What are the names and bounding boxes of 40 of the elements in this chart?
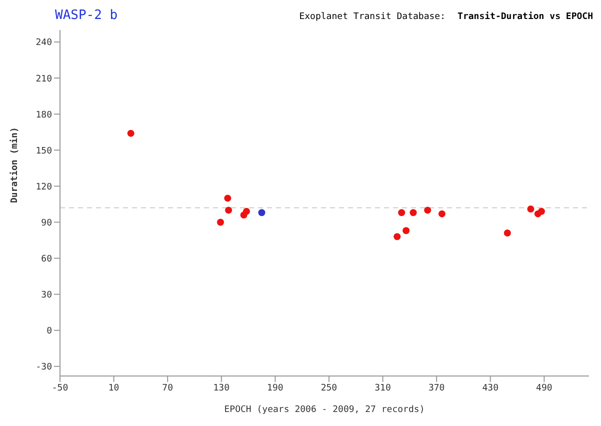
- point: [438, 210, 446, 218]
- point: [424, 206, 432, 214]
- x-tick-label: 250: [320, 383, 338, 394]
- point: [394, 233, 401, 240]
- x-tick-label: 130: [213, 383, 230, 394]
- y-tick-label: 30: [41, 290, 52, 300]
- x-tick-label: 430: [482, 383, 499, 394]
- x-tick-label: -50: [52, 383, 68, 394]
- point: [216, 218, 224, 226]
- y-tick-label: 120: [36, 182, 52, 192]
- point: [127, 130, 134, 137]
- point: [527, 206, 534, 213]
- x-tick-label: 490: [536, 383, 552, 394]
- point: [258, 209, 266, 216]
- chart-title: WASP-2 b: [55, 8, 118, 23]
- point: [402, 227, 410, 234]
- point: [225, 206, 232, 214]
- x-tick-label: 310: [374, 383, 391, 394]
- x-tick-label: 190: [267, 383, 284, 394]
- y-tick-label: 180: [36, 110, 52, 120]
- y-axis-title: Duration (min): [9, 127, 20, 203]
- y-tick-label: -30: [36, 362, 52, 373]
- point: [538, 208, 545, 215]
- x-axis-title: EPOCH (years 2006 - 2009, 27 records): [224, 405, 425, 415]
- y-tick-label: 60: [41, 254, 52, 264]
- y-tick-label: 0: [46, 326, 52, 337]
- point: [242, 208, 250, 215]
- text: Transit-Duration vs EPOCH: [458, 12, 593, 22]
- point: [504, 230, 511, 237]
- point: [410, 209, 417, 216]
- x-tick-label: 10: [108, 383, 120, 394]
- point: [224, 194, 232, 202]
- y-tick-label: 150: [36, 146, 52, 156]
- point: [398, 209, 406, 216]
- y-tick-label: 210: [36, 74, 52, 84]
- chart-subtitle: Exoplanet Transit Database:: [299, 12, 446, 22]
- y-tick-label: 240: [36, 38, 52, 48]
- x-tick-label: 70: [162, 383, 174, 394]
- x-tick-label: 370: [428, 383, 445, 394]
- y-tick-label: 90: [41, 218, 52, 228]
